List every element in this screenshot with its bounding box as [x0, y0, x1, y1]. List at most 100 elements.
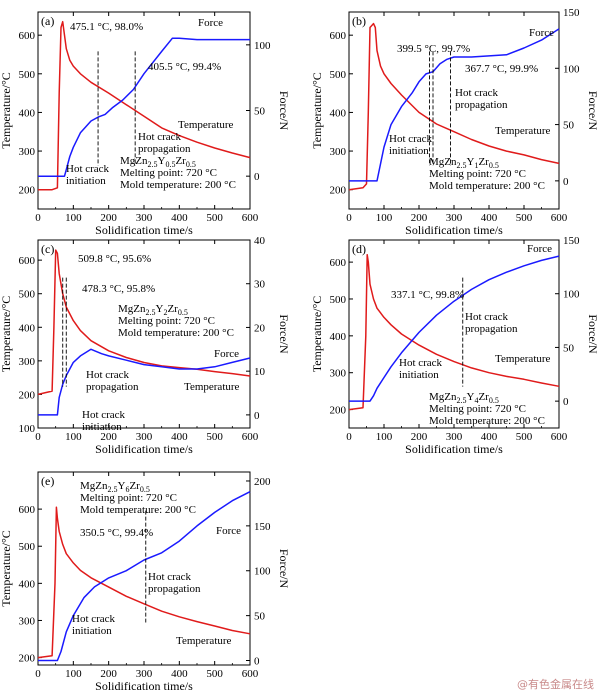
force-series-label: Force [198, 17, 223, 29]
x-tick-label: 100 [376, 212, 393, 224]
y-tick-label: 500 [19, 69, 36, 81]
y-tick-label: 500 [19, 289, 36, 301]
alloy-composition: MgZn2.5Y4Zr0.5 [429, 391, 499, 405]
panel-label: (a) [41, 14, 54, 28]
x-tick-label: 500 [516, 212, 533, 224]
annotation-text: 399.5 °C, 99.7% [397, 43, 470, 55]
annotation-text: initiation [399, 369, 439, 381]
x-tick-label: 0 [35, 212, 41, 224]
y-tick-label: 400 [19, 578, 36, 590]
x-tick-label: 100 [65, 212, 82, 224]
y-tick-label: 300 [330, 146, 347, 158]
x-tick-label: 500 [206, 212, 223, 224]
x-axis-label: Solidification time/s [95, 442, 193, 456]
melting-point-text: Melting point: 720 °C [429, 168, 526, 180]
y-axis-label: Temperature/°C [0, 530, 13, 607]
x-tick-label: 400 [171, 212, 188, 224]
annotation-text: initiation [389, 145, 429, 157]
y2-axis-label: Force/N [277, 91, 291, 131]
x-tick-label: 400 [171, 431, 188, 443]
y2-tick-label: 0 [254, 656, 260, 668]
y2-tick-label: 150 [563, 7, 580, 19]
x-axis-label: Solidification time/s [405, 442, 503, 456]
y2-tick-label: 10 [254, 366, 266, 378]
y2-tick-label: 30 [254, 279, 266, 291]
x-tick-label: 300 [446, 431, 463, 443]
x-tick-label: 600 [242, 668, 259, 680]
x-tick-label: 0 [35, 431, 41, 443]
annotation-text: 509.8 °C, 95.6% [78, 253, 151, 265]
melting-point-text: Melting point: 720 °C [118, 315, 215, 327]
y2-tick-label: 50 [563, 342, 575, 354]
y2-tick-label: 100 [563, 63, 580, 75]
melting-point-text: Melting point: 720 °C [120, 167, 217, 179]
annotation-text: Hot crack [72, 613, 116, 625]
melting-point-text: Melting point: 720 °C [80, 492, 177, 504]
annotation-text: propagation [455, 99, 508, 111]
panel-label: (e) [41, 474, 54, 488]
alloy-composition: MgZn2.5Y0.5Zr0.5 [120, 155, 196, 169]
x-tick-label: 0 [35, 668, 41, 680]
x-tick-label: 400 [171, 668, 188, 680]
y2-tick-label: 50 [563, 120, 575, 132]
annotation-text: propagation [465, 323, 518, 335]
x-tick-label: 600 [242, 431, 259, 443]
force-series-line [38, 348, 251, 416]
temperature-series-line [38, 20, 251, 191]
annotation-text: Hot crack [389, 133, 433, 145]
x-tick-label: 400 [481, 431, 498, 443]
x-tick-label: 500 [516, 431, 533, 443]
annotation-text: 478.3 °C, 95.8% [82, 283, 155, 295]
chart-panel-b: 0 100 200 300 400 500 600 200 300 400 500 600 0 50 100… [310, 7, 600, 237]
x-tick-label: 200 [411, 212, 428, 224]
mold-temperature-text: Mold temperature: 200 °C [429, 415, 545, 427]
annotation-text: Hot crack [465, 311, 509, 323]
annotation-text: initiation [82, 421, 122, 433]
y2-tick-label: 0 [563, 176, 569, 188]
watermark: @有色金属在线 [517, 678, 594, 691]
annotation-text: 367.7 °C, 99.9% [465, 63, 538, 75]
alloy-composition: MgZn2.5Y6Zr0.5 [80, 480, 150, 494]
temperature-series-line [348, 253, 560, 411]
x-axis-label: Solidification time/s [95, 679, 193, 693]
x-tick-label: 200 [100, 212, 117, 224]
mold-temperature-text: Mold temperature: 200 °C [80, 504, 196, 516]
y-tick-label: 200 [330, 185, 347, 197]
temperature-series-label: Temperature [178, 119, 234, 131]
panel-label: (b) [352, 14, 366, 28]
y-tick-label: 500 [19, 541, 36, 553]
y-tick-label: 600 [330, 257, 347, 269]
force-series-label: Force [529, 27, 554, 39]
y-tick-label: 500 [330, 294, 347, 306]
y-tick-label: 300 [330, 368, 347, 380]
x-tick-label: 400 [481, 212, 498, 224]
alloy-composition: MgZn2.5Y1Zr0.5 [429, 156, 499, 170]
x-tick-label: 200 [100, 431, 117, 443]
temperature-series-label: Temperature [495, 125, 551, 137]
y-tick-label: 400 [19, 107, 36, 119]
y-tick-label: 200 [19, 653, 36, 665]
y2-tick-label: 40 [254, 235, 266, 247]
x-tick-label: 200 [411, 431, 428, 443]
x-tick-label: 300 [446, 212, 463, 224]
y-axis-label: Temperature/°C [0, 296, 13, 373]
y2-tick-label: 200 [254, 476, 271, 488]
y-tick-label: 600 [330, 30, 347, 42]
y-tick-label: 200 [19, 389, 36, 401]
y-tick-label: 600 [19, 504, 36, 516]
annotation-text: Hot crack [82, 409, 126, 421]
y-tick-label: 300 [19, 356, 36, 368]
force-series-line [349, 255, 560, 402]
annotation-text: Hot crack [455, 87, 499, 99]
annotation-text: initiation [66, 175, 106, 187]
y2-tick-label: 100 [254, 40, 271, 52]
x-tick-label: 600 [551, 212, 568, 224]
x-tick-label: 300 [136, 431, 153, 443]
force-series-line [38, 491, 251, 662]
force-series-line [38, 37, 250, 177]
temperature-series-label: Temperature [176, 635, 232, 647]
x-tick-label: 600 [551, 431, 568, 443]
x-tick-label: 600 [242, 212, 259, 224]
x-tick-label: 300 [136, 212, 153, 224]
y-tick-label: 300 [19, 615, 36, 627]
